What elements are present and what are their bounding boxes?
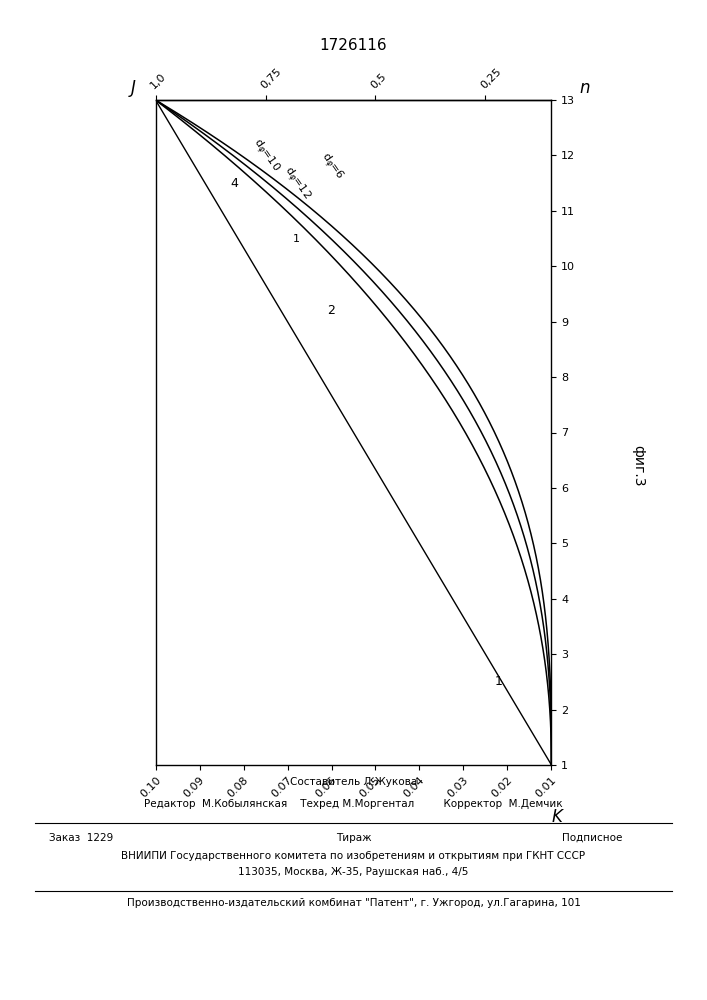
Text: Производственно-издательский комбинат "Патент", г. Ужгород, ул.Гагарина, 101: Производственно-издательский комбинат "П…	[127, 898, 580, 908]
Text: 1: 1	[495, 675, 503, 688]
Text: 2: 2	[327, 304, 335, 317]
Text: Редактор  М.Кобылянская    Техред М.Моргентал         Корректор  М.Демчик: Редактор М.Кобылянская Техред М.Моргента…	[144, 799, 563, 809]
Text: Тираж: Тираж	[336, 833, 371, 843]
Text: d$_\varphi$=10: d$_\varphi$=10	[248, 135, 283, 175]
Text: J: J	[131, 79, 136, 97]
Text: d$_\varphi$=6: d$_\varphi$=6	[316, 149, 347, 184]
Text: 113035, Москва, Ж-35, Раушская наб., 4/5: 113035, Москва, Ж-35, Раушская наб., 4/5	[238, 867, 469, 877]
Text: Подписное: Подписное	[562, 833, 622, 843]
Text: Составитель Л.Жукова: Составитель Л.Жукова	[290, 777, 417, 787]
Text: фиг.3: фиг.3	[631, 445, 645, 487]
Text: d$_\varphi$=12: d$_\varphi$=12	[279, 163, 314, 203]
Text: 4: 4	[230, 177, 239, 190]
Text: 1726116: 1726116	[320, 38, 387, 53]
Text: Заказ  1229: Заказ 1229	[49, 833, 114, 843]
Text: n: n	[579, 79, 590, 97]
Text: 1: 1	[293, 234, 300, 244]
Text: ВНИИПИ Государственного комитета по изобретениям и открытиям при ГКНТ СССР: ВНИИПИ Государственного комитета по изоб…	[122, 851, 585, 861]
Text: K: K	[551, 808, 562, 826]
